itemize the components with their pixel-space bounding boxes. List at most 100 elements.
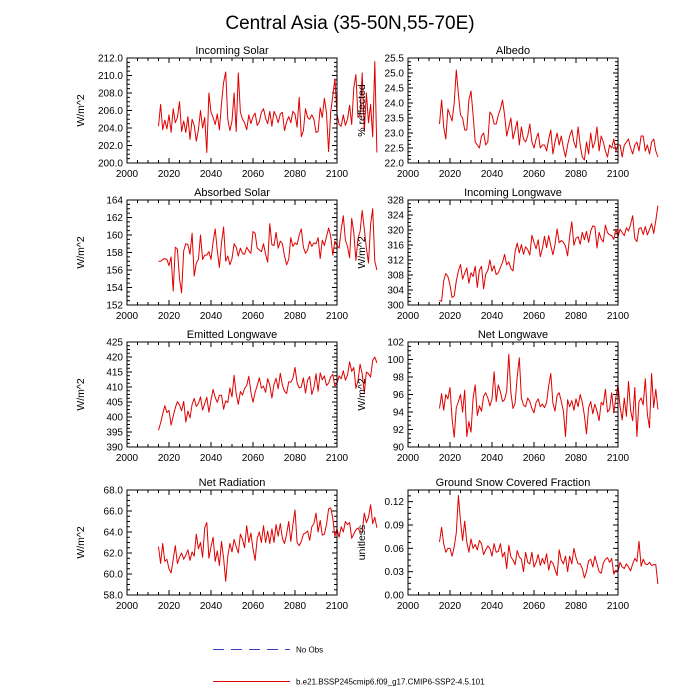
y-tick-label: 23.5: [385, 114, 405, 125]
y-tick-label: 152: [106, 301, 123, 312]
x-tick-label: 2000: [116, 311, 139, 322]
x-tick-label: 2000: [116, 601, 139, 612]
panel-incoming-longwave: Incoming Longwave W/m^2 2000 2020 2040 2060 20…: [356, 187, 659, 322]
x-tick-label: 2060: [242, 311, 265, 322]
y-tick-label: 420: [106, 353, 123, 364]
x-tick-label: 2080: [284, 169, 307, 180]
panel-ground-snow-covered-fraction: Ground Snow Covered Fraction unitless 2000…: [356, 477, 659, 612]
x-tick-label: 2040: [200, 601, 223, 612]
x-tick-label: 2000: [397, 453, 420, 464]
panels: Incoming Solar W/m^2 2000 2020 2040 2060 2080 2…: [75, 45, 659, 612]
x-tick-label: 2020: [439, 601, 462, 612]
y-tick-label: 100: [387, 355, 404, 366]
y-tick-label: 23.0: [385, 129, 405, 140]
y-tick-label: 25.0: [385, 69, 405, 80]
y-tick-label: 324: [387, 211, 404, 222]
x-tick-label: 2060: [242, 453, 265, 464]
y-axis-label: W/m^2: [75, 526, 87, 559]
y-tick-label: 94: [393, 408, 405, 419]
y-tick-label: 68.0: [104, 486, 124, 497]
panel-title: Absorbed Solar: [194, 187, 270, 199]
x-tick-label: 2080: [565, 311, 588, 322]
x-tick-label: 2020: [158, 311, 181, 322]
x-tick-label: 2020: [158, 453, 181, 464]
x-tick-label: 2040: [200, 311, 223, 322]
x-tick-label: 2040: [481, 453, 504, 464]
y-tick-label: 208.0: [98, 89, 123, 100]
y-tick-label: 415: [106, 368, 123, 379]
series-line: [439, 69, 659, 161]
y-tick-label: 154: [106, 283, 123, 294]
y-tick-label: 98: [393, 373, 405, 384]
y-tick-label: 24.0: [385, 99, 405, 110]
y-tick-label: 0.12: [385, 497, 405, 508]
series-line: [158, 61, 378, 153]
legend: No Obs b.e21.BSSP245cmip6.f09_g17.CMIP6-…: [213, 646, 485, 687]
series-line: [439, 494, 659, 585]
y-tick-label: 212.0: [98, 54, 123, 65]
plot-frame: [126, 199, 338, 306]
x-tick-label: 2060: [523, 169, 546, 180]
x-tick-label: 2060: [523, 311, 546, 322]
y-tick-label: 162: [106, 213, 123, 224]
y-axis-label: W/m^2: [356, 236, 368, 269]
panel-net-longwave: Net Longwave W/m^2 2000 2020 2040 2060 2080 210…: [356, 329, 659, 464]
x-tick-label: 2100: [326, 169, 349, 180]
y-tick-label: 58.0: [104, 591, 124, 602]
plot-frame: [126, 341, 338, 448]
x-tick-label: 2080: [284, 601, 307, 612]
y-axis-label: W/m^2: [75, 94, 87, 127]
y-tick-label: 0.06: [385, 544, 405, 555]
panel-incoming-solar: Incoming Solar W/m^2 2000 2020 2040 2060 2080 2…: [75, 45, 378, 180]
x-tick-label: 2100: [607, 601, 630, 612]
x-tick-label: 2080: [565, 453, 588, 464]
figure-title: Central Asia (35-50N,55-70E): [225, 13, 474, 34]
y-tick-label: 62.0: [104, 549, 124, 560]
x-tick-label: 2100: [607, 311, 630, 322]
x-tick-label: 2100: [326, 311, 349, 322]
x-tick-label: 2080: [565, 601, 588, 612]
series-line: [439, 353, 659, 438]
legend-model-label: b.e21.BSSP245cmip6.f09_g17.CMIP6-SSP2-4.…: [296, 678, 485, 687]
x-tick-label: 2040: [200, 169, 223, 180]
y-tick-label: 64.0: [104, 528, 124, 539]
y-tick-label: 25.5: [385, 54, 405, 65]
x-tick-label: 2040: [481, 601, 504, 612]
panel-title: Net Radiation: [199, 477, 266, 489]
y-tick-label: 164: [106, 196, 123, 207]
panel-title: Albedo: [496, 45, 530, 57]
panel-emitted-longwave: Emitted Longwave W/m^2 2000 2020 2040 2060 208…: [75, 329, 378, 464]
x-tick-label: 2080: [284, 311, 307, 322]
y-tick-label: 0.00: [385, 591, 405, 602]
y-tick-label: 160: [106, 231, 123, 242]
y-tick-label: 316: [387, 241, 404, 252]
y-axis-label: W/m^2: [356, 378, 368, 411]
x-tick-label: 2080: [565, 169, 588, 180]
plot-frame: [126, 489, 338, 596]
panel-title: Ground Snow Covered Fraction: [436, 477, 591, 489]
y-tick-label: 308: [387, 271, 404, 282]
y-tick-label: 200.0: [98, 159, 123, 170]
x-tick-label: 2000: [397, 311, 420, 322]
x-tick-label: 2100: [607, 453, 630, 464]
plot-frame: [126, 57, 338, 164]
x-tick-label: 2020: [439, 169, 462, 180]
y-tick-label: 22.5: [385, 144, 405, 155]
panel-title: Net Longwave: [478, 329, 548, 341]
x-tick-label: 2000: [397, 169, 420, 180]
y-tick-label: 0.03: [385, 567, 405, 578]
y-axis-label: W/m^2: [75, 378, 87, 411]
y-tick-label: 90: [393, 443, 405, 454]
series-line: [439, 205, 659, 302]
plot-frame: [407, 57, 619, 164]
y-tick-label: 395: [106, 428, 123, 439]
y-tick-label: 206.0: [98, 106, 123, 117]
x-tick-label: 2020: [158, 601, 181, 612]
y-tick-label: 320: [387, 226, 404, 237]
x-tick-label: 2040: [481, 169, 504, 180]
y-tick-label: 202.0: [98, 141, 123, 152]
legend-obs-label: No Obs: [296, 646, 323, 655]
x-tick-label: 2040: [481, 311, 504, 322]
y-axis-label: W/m^2: [75, 236, 87, 269]
x-tick-label: 2000: [397, 601, 420, 612]
